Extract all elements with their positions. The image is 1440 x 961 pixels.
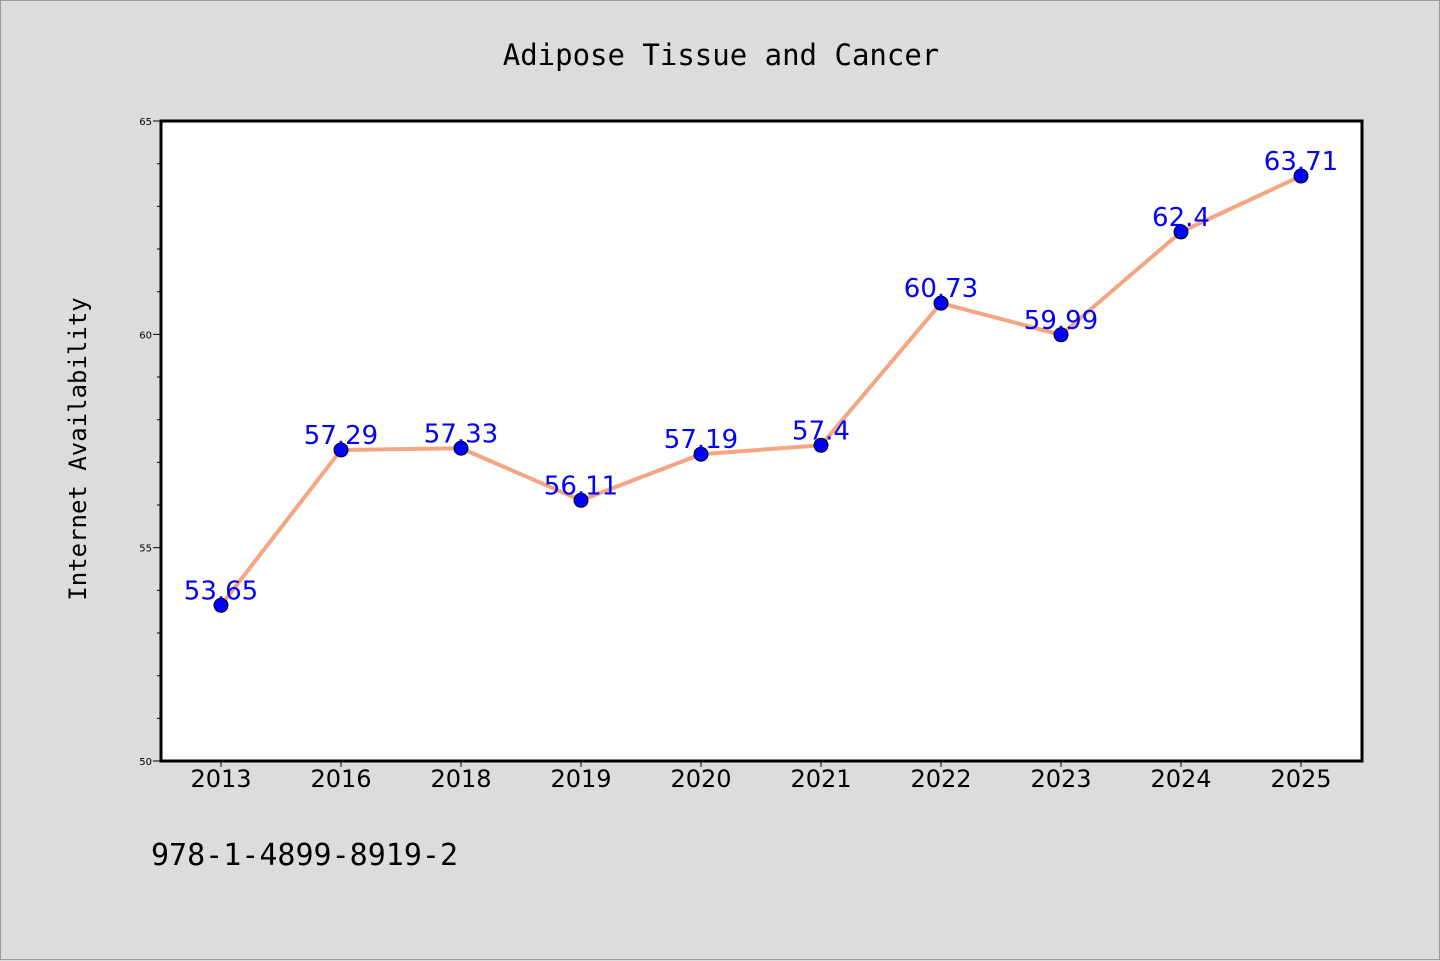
x-tick-label: 2020	[670, 765, 731, 793]
plot-area	[161, 121, 1362, 761]
data-point	[693, 446, 709, 462]
data-point	[1053, 327, 1069, 343]
x-tick-label: 2025	[1270, 765, 1331, 793]
data-label: 57.33	[424, 419, 498, 449]
y-tick-label: 50	[139, 757, 152, 768]
plot-frame	[159, 119, 1364, 763]
x-tick-label: 2016	[310, 765, 371, 793]
data-label: 63.71	[1264, 147, 1338, 177]
x-tick-label: 2018	[430, 765, 491, 793]
data-label: 57.19	[664, 425, 738, 455]
data-point	[573, 492, 589, 508]
data-label: 59.99	[1024, 306, 1098, 336]
x-tick-label: 2021	[790, 765, 851, 793]
data-label: 60.73	[904, 274, 978, 304]
data-point	[453, 440, 469, 456]
y-tick-label: 65	[139, 117, 152, 128]
data-label: 56.11	[544, 471, 618, 501]
x-tick-label: 2024	[1150, 765, 1211, 793]
data-label: 53.65	[184, 576, 258, 606]
data-point	[213, 597, 229, 613]
y-tick-label: 55	[139, 544, 152, 555]
x-axis: 2013 2016 2018 2019 2020 2021 2022 2023 2024 2025	[190, 761, 1332, 793]
data-label: 57.4	[792, 416, 850, 446]
data-label: 62.4	[1152, 203, 1210, 233]
data-point	[1173, 224, 1189, 240]
data-point	[813, 437, 829, 453]
x-tick-label: 2019	[550, 765, 611, 793]
footer-code: 978-1-4899-8919-2	[151, 838, 458, 873]
x-tick-label: 2013	[190, 765, 251, 793]
series-layer: 53.65 57.29 57.33 56.11 57.19 57.4 60.73 59.99 6…	[184, 147, 1338, 613]
data-point	[1293, 168, 1309, 184]
chart-title: Adipose Tissue and Cancer	[503, 38, 940, 72]
x-tick-label: 2022	[910, 765, 971, 793]
y-axis-label: Internet Availability	[64, 297, 92, 600]
data-point	[933, 295, 949, 311]
y-axis: 50 55 60 65	[139, 117, 161, 768]
y-tick-label: 60	[139, 330, 152, 341]
series-line	[219, 174, 1303, 608]
data-label: 57.29	[304, 421, 378, 451]
data-point	[333, 442, 349, 458]
x-tick-label: 2023	[1030, 765, 1091, 793]
